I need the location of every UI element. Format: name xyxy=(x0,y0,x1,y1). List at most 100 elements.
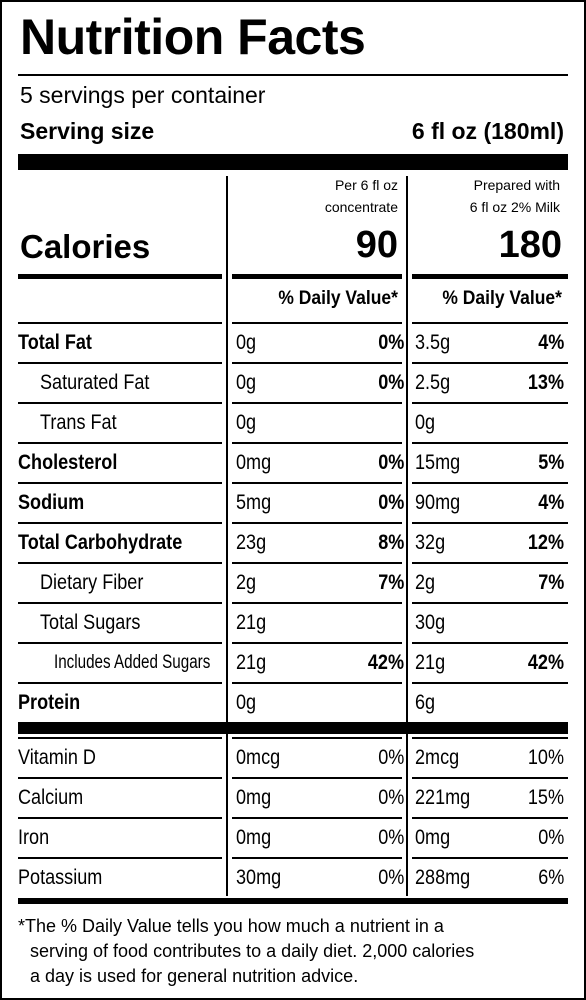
nutrient-name: Total Fat xyxy=(18,331,92,354)
row-divider-col1 xyxy=(232,482,402,484)
table-row: Dietary Fiber 2g 7% 2g 7% xyxy=(2,563,586,603)
row-divider-col1 xyxy=(232,402,402,404)
nutrient-name: Vitamin D xyxy=(18,746,96,769)
amount-col2: 15mg xyxy=(415,451,461,474)
nutrient-name: Protein xyxy=(18,691,81,714)
row-divider-col1 xyxy=(232,602,402,604)
row-divider-col2 xyxy=(412,857,568,859)
calories-label: Calories xyxy=(20,228,151,265)
amount-col2: 0g xyxy=(415,411,436,434)
row-divider-col2 xyxy=(412,562,568,564)
amount-col1: 0mcg xyxy=(236,746,281,769)
amount-col1: 21g xyxy=(236,611,267,634)
daily-value-col2: 42% xyxy=(527,651,564,674)
daily-value-col1: 0% xyxy=(377,491,404,514)
nutrient-name: Cholesterol xyxy=(18,451,118,474)
nutrient-name: Total Sugars xyxy=(40,611,141,634)
daily-value-col1: 8% xyxy=(377,531,404,554)
row-divider-name xyxy=(18,402,222,404)
row-divider-col2 xyxy=(412,522,568,524)
amount-col2: 6g xyxy=(415,691,436,714)
row-divider-col2 xyxy=(412,682,568,684)
nutrient-name: Dietary Fiber xyxy=(40,571,144,594)
row-divider-name xyxy=(18,362,222,364)
row-divider-col2 xyxy=(412,602,568,604)
row-divider-col1 xyxy=(232,737,402,739)
amount-col1: 0mg xyxy=(236,451,272,474)
footnote-line1: *The % Daily Value tells you how much a … xyxy=(18,916,444,936)
row-divider-name xyxy=(18,602,222,604)
amount-col2: 30g xyxy=(415,611,446,634)
thick-divider-top xyxy=(18,154,568,170)
daily-value-header-col1: % Daily Value* xyxy=(278,288,398,309)
row-divider-col1 xyxy=(232,362,402,364)
row-divider-col2 xyxy=(412,642,568,644)
table-row: Vitamin D 0mcg 0% 2mcg 10% xyxy=(2,738,586,778)
amount-col1: 30mg xyxy=(236,866,282,889)
col1-header: Per 6 fl oz concentrate xyxy=(325,174,398,218)
amount-col1: 0mg xyxy=(236,786,272,809)
daily-value-col2: 12% xyxy=(527,531,564,554)
label-title: Nutrition Facts xyxy=(20,9,366,65)
daily-value-col1: 0% xyxy=(377,746,404,769)
row-divider-name xyxy=(18,642,222,644)
thick-divider-vitamins xyxy=(18,722,568,734)
daily-value-col1: 0% xyxy=(377,826,404,849)
calories-divider-left xyxy=(18,274,222,279)
row-divider-name xyxy=(18,857,222,859)
row-divider-col2 xyxy=(412,362,568,364)
bottom-divider xyxy=(18,898,568,904)
daily-value-col2: 4% xyxy=(537,491,564,514)
nutrient-name: Sodium xyxy=(18,491,85,514)
row-divider-name xyxy=(18,682,222,684)
amount-col1: 0g xyxy=(236,691,257,714)
amount-col2: 21g xyxy=(415,651,446,674)
table-row: Total Sugars 21g 30g xyxy=(2,603,586,643)
amount-col1: 0g xyxy=(236,371,257,394)
nutrient-name: Potassium xyxy=(18,866,103,889)
col1-header-line2: concentrate xyxy=(324,199,398,215)
row-divider-col1 xyxy=(232,777,402,779)
row-divider-name xyxy=(18,322,222,324)
amount-col1: 0g xyxy=(236,411,257,434)
daily-value-col1: 0% xyxy=(377,331,404,354)
amount-col2: 221mg xyxy=(415,786,471,809)
row-divider-col2 xyxy=(412,482,568,484)
row-divider-name xyxy=(18,737,222,739)
daily-value-col2: 0% xyxy=(537,826,564,849)
daily-value-col2: 13% xyxy=(527,371,564,394)
servings-per-container: 5 servings per container xyxy=(20,82,266,108)
col1-header-line1: Per 6 fl oz xyxy=(334,177,398,193)
title-divider xyxy=(18,74,568,76)
daily-value-col1: 0% xyxy=(377,786,404,809)
row-divider-col1 xyxy=(232,682,402,684)
amount-col2: 90mg xyxy=(415,491,461,514)
table-row: Total Fat 0g 0% 3.5g 4% xyxy=(2,323,586,363)
daily-value-col1: 0% xyxy=(377,371,404,394)
table-row: Iron 0mg 0% 0mg 0% xyxy=(2,818,586,858)
serving-size-label: Serving size xyxy=(20,118,155,144)
nutrient-name: Saturated Fat xyxy=(40,371,150,394)
column-separator-right xyxy=(406,176,408,896)
amount-col2: 2.5g xyxy=(415,371,451,394)
row-divider-col1 xyxy=(232,322,402,324)
amount-col2: 2mcg xyxy=(415,746,460,769)
table-row: Trans Fat 0g 0g xyxy=(2,403,586,443)
calories-col1-value: 90 xyxy=(355,224,398,266)
row-divider-name xyxy=(18,442,222,444)
row-divider-name xyxy=(18,817,222,819)
daily-value-col2: 10% xyxy=(527,746,564,769)
row-divider-col2 xyxy=(412,442,568,444)
calories-col2-value: 180 xyxy=(498,224,562,266)
amount-col2: 2g xyxy=(415,571,436,594)
row-divider-col2 xyxy=(412,402,568,404)
daily-value-col1: 42% xyxy=(367,651,404,674)
amount-col1: 23g xyxy=(236,531,267,554)
amount-col1: 21g xyxy=(236,651,267,674)
daily-value-col2: 15% xyxy=(527,786,564,809)
amount-col1: 0g xyxy=(236,331,257,354)
row-divider-name xyxy=(18,522,222,524)
daily-value-col2: 5% xyxy=(537,451,564,474)
nutrient-name: Iron xyxy=(18,826,50,849)
